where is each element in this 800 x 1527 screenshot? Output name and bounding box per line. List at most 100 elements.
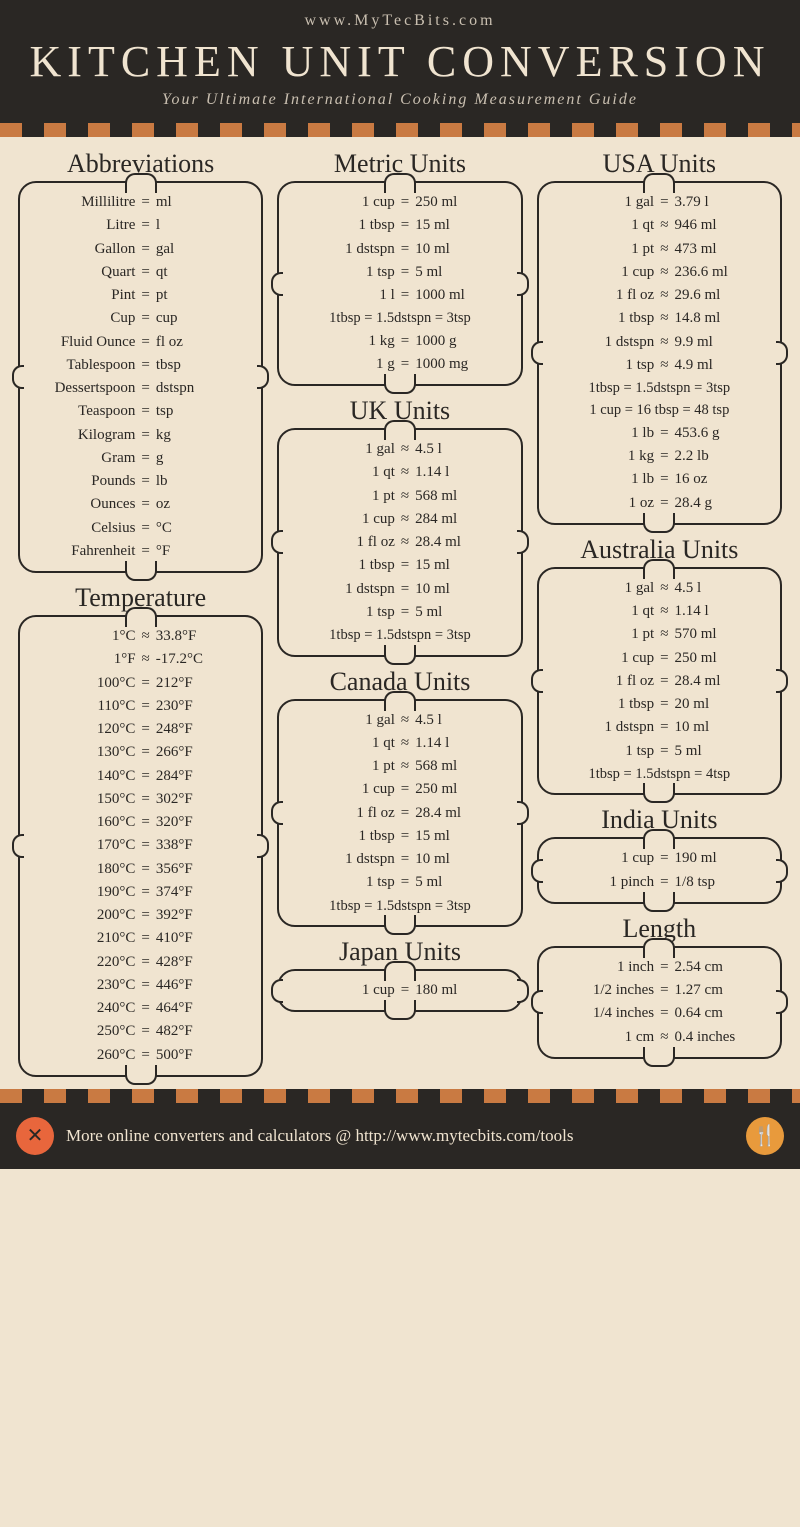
conversion-row: Kilogram=kg: [26, 424, 255, 447]
conversion-row: 100°C=212°F: [26, 672, 255, 695]
conversion-left: 1 gal: [309, 438, 399, 461]
conversion-op: ≈: [658, 284, 670, 307]
conversion-row: 1°C≈33.8°F: [26, 625, 255, 648]
conversion-row: 1 dstspn=10 ml: [285, 578, 514, 601]
conversion-right: 356°F: [152, 858, 232, 881]
conversion-row: 190°C=374°F: [26, 881, 255, 904]
conversion-op: =: [399, 554, 411, 577]
conversion-op: =: [399, 825, 411, 848]
conversion-full: 1tbsp = 1.5dstspn = 4tsp: [589, 763, 731, 785]
conversion-left: 1 gal: [568, 191, 658, 214]
conversion-left: 1 qt: [568, 214, 658, 237]
conversion-op: =: [139, 307, 151, 330]
conversion-right: 1/8 tsp: [671, 871, 751, 894]
conversion-left: 1 tsp: [309, 261, 399, 284]
conversion-right: 212°F: [152, 672, 232, 695]
conversion-op: ≈: [658, 354, 670, 377]
conversion-left: 1 tsp: [568, 740, 658, 763]
conversion-right: 28.4 ml: [411, 802, 491, 825]
box-usa: 1 gal=3.79 l1 qt≈946 ml1 pt≈473 ml1 cup≈…: [537, 181, 782, 525]
conversion-row: Dessertspoon=dstspn: [26, 377, 255, 400]
conversion-right: 500°F: [152, 1044, 232, 1067]
conversion-right: 0.4 inches: [670, 1026, 750, 1049]
conversion-row: 1 kg=1000 g: [285, 330, 514, 353]
conversion-op: =: [658, 670, 670, 693]
conversion-row: 1 qt≈1.14 l: [285, 732, 514, 755]
conversion-right: 320°F: [152, 811, 232, 834]
conversion-row: 1tbsp = 1.5dstspn = 3tsp: [285, 895, 514, 917]
conversion-op: =: [399, 871, 411, 894]
box-uk: 1 gal≈4.5 l1 qt≈1.14 l1 pt≈568 ml1 cup≈2…: [277, 428, 522, 656]
conversion-left: 1 dstspn: [309, 238, 399, 261]
conversion-left: 250°C: [49, 1020, 139, 1043]
conversion-op: =: [399, 330, 411, 353]
conversion-right: 230°F: [152, 695, 232, 718]
conversion-right: 392°F: [152, 904, 232, 927]
conversion-left: 1 cup: [568, 261, 658, 284]
conversion-left: 230°C: [49, 974, 139, 997]
conversion-row: 1 tbsp=15 ml: [285, 554, 514, 577]
section-india: India Units 1 cup=190 ml1 pinch=1/8 tsp: [537, 805, 782, 904]
conversion-row: 140°C=284°F: [26, 765, 255, 788]
conversion-left: Kilogram: [49, 424, 139, 447]
conversion-op: ≈: [658, 577, 670, 600]
conversion-row: 1 dstspn=10 ml: [285, 848, 514, 871]
conversion-left: 1 cup: [309, 778, 399, 801]
conversion-op: =: [139, 400, 151, 423]
conversion-op: =: [399, 802, 411, 825]
conversion-left: 1 tbsp: [568, 307, 658, 330]
conversion-right: 473 ml: [670, 238, 750, 261]
conversion-left: 1 cup: [309, 508, 399, 531]
section-temperature: Temperature 1°C≈33.8°F1°F≈-17.2°C100°C=2…: [18, 583, 263, 1077]
conversion-op: ≈: [658, 331, 670, 354]
conversion-left: 1 pt: [309, 755, 399, 778]
conversion-right: 2.2 lb: [671, 445, 751, 468]
conversion-op: =: [658, 716, 670, 739]
conversion-row: 250°C=482°F: [26, 1020, 255, 1043]
conversion-op: =: [139, 1044, 151, 1067]
section-metric: Metric Units 1 cup=250 ml1 tbsp=15 ml1 d…: [277, 149, 522, 386]
conversion-op: =: [139, 997, 151, 1020]
conversion-left: 1 fl oz: [568, 284, 658, 307]
conversion-full: 1tbsp = 1.5dstspn = 3tsp: [329, 895, 471, 917]
conversion-row: 1 qt≈1.14 l: [285, 461, 514, 484]
conversion-op: ≈: [140, 625, 152, 648]
conversion-right: 338°F: [152, 834, 232, 857]
conversion-row: Tablespoon=tbsp: [26, 354, 255, 377]
conversion-op: =: [139, 377, 151, 400]
header: www.MyTecBits.com KITCHEN UNIT CONVERSIO…: [0, 0, 800, 123]
conversion-row: 1°F≈-17.2°C: [26, 648, 255, 671]
conversion-op: =: [658, 871, 670, 894]
conversion-row: 120°C=248°F: [26, 718, 255, 741]
box-india: 1 cup=190 ml1 pinch=1/8 tsp: [537, 837, 782, 904]
conversion-right: oz: [152, 493, 232, 516]
conversion-row: 1 qt≈1.14 l: [545, 600, 774, 623]
conversion-left: 1 inch: [568, 956, 658, 979]
conversion-right: 568 ml: [411, 755, 491, 778]
conversion-left: 1 fl oz: [309, 531, 399, 554]
conversion-op: =: [399, 848, 411, 871]
conversion-op: =: [399, 261, 411, 284]
conversion-right: gal: [152, 238, 232, 261]
conversion-op: ≈: [399, 531, 411, 554]
conversion-row: 1 cup = 16 tbsp = 48 tsp: [545, 399, 774, 421]
conversion-right: 453.6 g: [671, 422, 751, 445]
conversion-op: =: [658, 693, 670, 716]
conversion-row: 240°C=464°F: [26, 997, 255, 1020]
conversion-left: 210°C: [49, 927, 139, 950]
conversion-left: 1 tsp: [309, 601, 399, 624]
conversion-op: ≈: [399, 755, 411, 778]
conversion-left: Pounds: [49, 470, 139, 493]
conversion-op: =: [139, 214, 151, 237]
divider-top: [0, 123, 800, 137]
conversion-row: Ounces=oz: [26, 493, 255, 516]
conversion-left: 1 kg: [309, 330, 399, 353]
conversion-right: 1.27 cm: [671, 979, 751, 1002]
content-grid: Abbreviations Millilitre=mlLitre=lGallon…: [0, 137, 800, 1089]
conversion-op: ≈: [658, 623, 670, 646]
conversion-right: 0.64 cm: [671, 1002, 751, 1025]
conversion-left: 140°C: [49, 765, 139, 788]
conversion-left: 110°C: [49, 695, 139, 718]
conversion-op: =: [139, 858, 151, 881]
conversion-right: 4.5 l: [411, 709, 491, 732]
